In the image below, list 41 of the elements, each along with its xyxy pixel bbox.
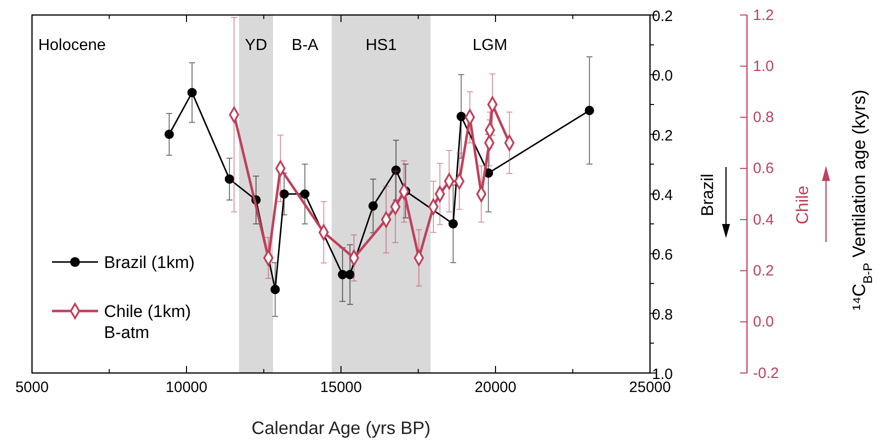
y2-tick-label: 1.2 <box>753 6 774 24</box>
y-tick-label: 0.2 <box>652 127 673 144</box>
x-tick-label: 20000 <box>474 379 516 396</box>
point <box>584 106 594 116</box>
y2-tick-label: 0.6 <box>753 160 774 178</box>
y2-tick-label: 0.4 <box>753 211 774 228</box>
y-tick-label: 0.8 <box>652 306 673 324</box>
y2-axis-title: Chile <box>793 186 812 224</box>
point <box>345 270 355 280</box>
x-tick-label: 5000 <box>15 379 49 396</box>
annotation: LGM <box>472 37 508 54</box>
point <box>224 174 234 184</box>
band-label: YD <box>244 37 268 54</box>
y2-tick-label: 0.8 <box>753 109 774 126</box>
point <box>164 130 174 140</box>
point <box>279 189 289 199</box>
point <box>368 201 378 211</box>
point <box>391 165 401 175</box>
legend-label: Brazil (1km) <box>104 253 195 272</box>
point <box>300 189 310 199</box>
y-tick-label: 0.6 <box>652 246 673 264</box>
point <box>187 88 197 98</box>
point <box>270 284 280 294</box>
annotation: B-A <box>292 37 319 54</box>
y2-tick-label: 0.0 <box>753 314 774 331</box>
x-tick-label: 15000 <box>320 379 362 396</box>
legend-label: Chile (1km) <box>104 302 191 321</box>
y2-tick-label: 1.0 <box>753 58 774 75</box>
point <box>456 112 466 122</box>
y-axis-title: Brazil <box>698 174 717 216</box>
y2-tick-label: 0.2 <box>753 262 774 280</box>
y-tick-label: 0.0 <box>652 68 673 85</box>
x-tick-label: 10000 <box>166 379 208 396</box>
y-tick-label: 0.2 <box>652 8 673 25</box>
annotation: B-atm <box>104 323 150 342</box>
x-axis-title: Calendar Age (yrs BP) <box>251 418 431 438</box>
point <box>448 219 458 229</box>
y2-tick-label: -0.2 <box>753 364 779 382</box>
y-tick-label: 0.4 <box>652 187 673 204</box>
band-label: HS1 <box>366 37 397 54</box>
annotation: Holocene <box>38 37 106 54</box>
